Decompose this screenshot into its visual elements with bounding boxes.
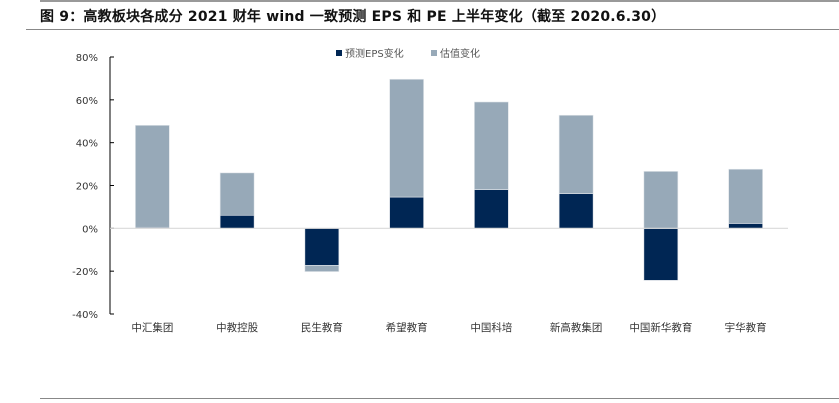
bar-valuation bbox=[643, 171, 679, 229]
figure-title: 图 9：高教板块各成分 2021 财年 wind 一致预测 EPS 和 PE 上… bbox=[40, 9, 666, 25]
bar-eps bbox=[474, 189, 509, 229]
bar-valuation bbox=[135, 125, 170, 228]
bar-valuation bbox=[304, 265, 340, 272]
bar-eps bbox=[558, 193, 594, 229]
x-tick-label: 中国新华教育 bbox=[629, 321, 692, 334]
bar-eps bbox=[219, 214, 255, 229]
y-tick-label: -20% bbox=[72, 267, 98, 278]
bar-valuation bbox=[728, 168, 763, 224]
footer-rule bbox=[40, 398, 839, 399]
x-tick-label: 中汇集团 bbox=[131, 321, 173, 334]
y-tick-label: 20% bbox=[76, 182, 98, 193]
legend-swatch bbox=[336, 50, 342, 56]
x-tick-label: 希望教育 bbox=[386, 321, 428, 334]
y-tick-label: 40% bbox=[76, 139, 98, 150]
bar-eps bbox=[304, 228, 340, 266]
title-rule bbox=[26, 29, 839, 30]
x-tick-label: 宇华教育 bbox=[725, 321, 767, 334]
legend-label: 预测EPS变化 bbox=[345, 47, 404, 60]
x-tick-label: 民生教育 bbox=[301, 321, 343, 334]
y-tick-label: 0% bbox=[82, 224, 98, 235]
top-rule bbox=[40, 0, 839, 2]
bar-valuation bbox=[389, 78, 424, 198]
bar-eps bbox=[389, 196, 424, 229]
x-tick-label: 新高教集团 bbox=[550, 321, 603, 334]
bar-valuation bbox=[219, 172, 255, 216]
x-tick-label: 中国科培 bbox=[470, 321, 512, 334]
legend-label: 估值变化 bbox=[440, 47, 480, 60]
bar-valuation bbox=[558, 114, 594, 194]
y-tick-label: -40% bbox=[72, 310, 98, 321]
bar-eps bbox=[643, 228, 679, 281]
legend-swatch bbox=[431, 50, 437, 56]
bar-valuation bbox=[474, 101, 509, 190]
y-tick-label: 60% bbox=[76, 96, 98, 107]
y-tick-label: 80% bbox=[76, 53, 98, 64]
x-tick-label: 中教控股 bbox=[216, 321, 258, 334]
bar-eps bbox=[728, 223, 763, 229]
